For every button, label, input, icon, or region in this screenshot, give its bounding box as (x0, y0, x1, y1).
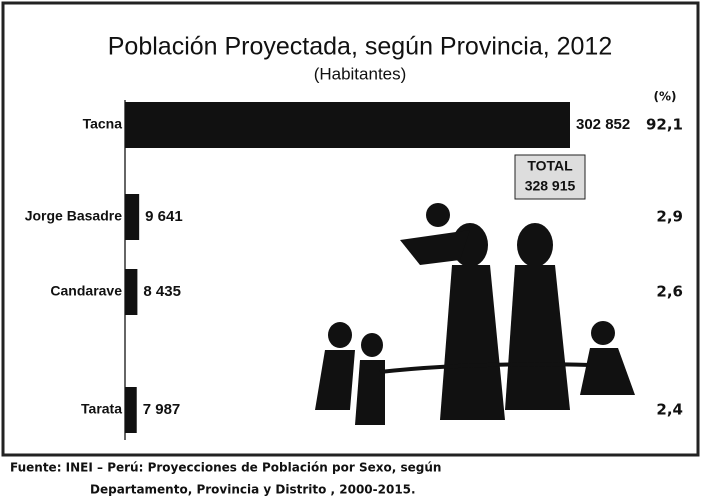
bar (125, 387, 137, 433)
chart-title: Población Proyectada, según Provincia, 2… (108, 33, 613, 61)
total-label: TOTAL (527, 158, 573, 174)
source-line: Departamento, Provincia y Distrito , 200… (90, 483, 416, 497)
source-line: Fuente: INEI – Perú: Proyecciones de Pob… (10, 461, 441, 475)
percent-header: (%) (654, 90, 677, 104)
y-tick-label: Candarave (50, 283, 122, 299)
percent-label: 2,6 (656, 283, 683, 301)
total-value: 328 915 (525, 178, 576, 194)
y-tick-label: Tacna (83, 116, 123, 132)
data-label: 8 435 (143, 283, 181, 300)
data-label: 9 641 (145, 208, 183, 225)
percent-label: 92,1 (646, 116, 683, 134)
chart: Población Proyectada, según Provincia, 2… (0, 0, 702, 504)
bar (125, 194, 139, 240)
percent-label: 2,9 (656, 208, 683, 226)
data-label: 302 852 (576, 116, 630, 133)
chart-subtitle: (Habitantes) (314, 64, 407, 83)
y-tick-label: Tarata (81, 401, 122, 417)
data-label: 7 987 (143, 401, 181, 418)
bar (125, 269, 137, 315)
y-tick-label: Jorge Basadre (25, 208, 122, 224)
bar (125, 102, 570, 148)
percent-label: 2,4 (656, 401, 683, 419)
